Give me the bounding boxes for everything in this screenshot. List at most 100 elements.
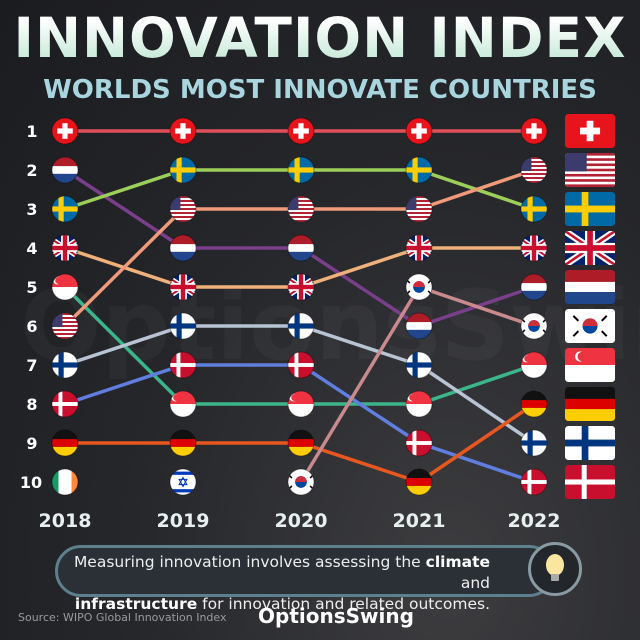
legend-flag-germany <box>565 387 616 421</box>
flag-marker-switzerland <box>405 117 433 145</box>
rank-label: 10 <box>20 473 42 492</box>
rank-line-finland <box>63 324 185 367</box>
rank-label: 5 <box>26 278 37 297</box>
flag-marker-germany <box>520 390 548 418</box>
flag-marker-united-states <box>51 312 79 340</box>
year-label: 2019 <box>157 510 210 532</box>
flag-marker-germany <box>405 468 433 496</box>
rank-label: 1 <box>26 122 37 141</box>
year-label: 2022 <box>508 510 561 532</box>
rank-label: 9 <box>26 434 37 453</box>
legend-flag-sweden <box>565 192 616 226</box>
rank-line-germany <box>299 441 421 484</box>
year-label: 2018 <box>39 510 92 532</box>
rank-label: 4 <box>26 239 37 258</box>
flag-marker-netherlands <box>405 312 433 340</box>
flag-marker-sweden <box>520 195 548 223</box>
rank-line-denmark <box>299 363 421 445</box>
legend-flag-united-kingdom <box>565 231 616 266</box>
flag-marker-singapore <box>405 390 433 418</box>
flag-marker-finland <box>287 312 315 340</box>
brand-logo: OptionsSwing <box>258 604 414 628</box>
flag-marker-singapore <box>287 390 315 418</box>
flag-marker-south-korea <box>405 273 433 301</box>
caption-text-3: for innovation and related outcomes. <box>197 595 490 613</box>
flag-marker-united-states <box>287 195 315 223</box>
source-note: Source: WIPO Global Innovation Index <box>18 611 227 624</box>
rank-line-sweden <box>63 168 185 211</box>
legend-flag-finland <box>565 426 616 460</box>
flag-marker-finland <box>169 312 197 340</box>
flag-marker-israel <box>169 468 197 496</box>
flag-marker-germany <box>51 429 79 457</box>
flag-marker-finland <box>520 429 548 457</box>
flag-marker-switzerland <box>169 117 197 145</box>
flag-marker-united-states <box>169 195 197 223</box>
flag-marker-denmark <box>169 351 197 379</box>
flag-marker-denmark <box>51 390 79 418</box>
flag-marker-united-kingdom <box>51 234 79 262</box>
rank-line-finland <box>417 363 536 445</box>
flag-marker-netherlands <box>287 234 315 262</box>
rank-line-singapore <box>417 363 536 406</box>
legend-flag-denmark <box>565 465 616 499</box>
flag-marker-south-korea <box>520 312 548 340</box>
rank-line-south-korea <box>417 285 536 328</box>
legend-flag-singapore <box>565 348 616 382</box>
caption-text-1: Measuring innovation involves assessing … <box>73 553 426 571</box>
legend-flag-united-states <box>565 153 616 187</box>
rank-line-netherlands <box>63 168 185 250</box>
rank-label: 7 <box>26 356 37 375</box>
flag-marker-germany <box>287 429 315 457</box>
flag-marker-sweden <box>405 156 433 184</box>
flag-marker-netherlands <box>169 234 197 262</box>
year-label: 2020 <box>275 510 328 532</box>
rank-line-united-kingdom <box>299 246 421 289</box>
rank-line-denmark <box>63 363 185 406</box>
legend-flag-south-korea <box>565 309 616 343</box>
flag-marker-sweden <box>287 156 315 184</box>
year-label: 2021 <box>393 510 446 532</box>
flag-marker-finland <box>51 351 79 379</box>
flag-marker-ireland <box>51 468 79 496</box>
page-subtitle: WORLDS MOST INNOVATE COUNTRIES <box>43 75 597 105</box>
flag-marker-singapore <box>51 273 79 301</box>
caption-bold-climate: climate <box>425 553 490 571</box>
rank-label: 2 <box>26 161 37 180</box>
rank-label: 6 <box>26 317 37 336</box>
flag-marker-switzerland <box>51 117 79 145</box>
rank-line-netherlands <box>299 246 421 328</box>
caption-bold-infrastructure: infrastructure <box>74 595 198 613</box>
bump-chart: 1 2 3 4 5 6 7 8 9 10 2018 2019 2020 2021 2022 <box>20 114 616 532</box>
flag-marker-denmark <box>287 351 315 379</box>
rank-line-finland <box>299 324 421 367</box>
flag-marker-united-states <box>405 195 433 223</box>
rank-line-south-korea <box>299 285 421 484</box>
flag-marker-singapore <box>520 351 548 379</box>
flag-marker-sweden <box>51 195 79 223</box>
flag-marker-germany <box>169 429 197 457</box>
rank-label: 3 <box>26 200 37 219</box>
lightbulb-icon <box>528 542 582 596</box>
rank-line-united-states <box>63 207 185 328</box>
flag-marker-denmark <box>405 429 433 457</box>
caption-box: Measuring innovation involves assessing … <box>55 545 555 613</box>
rank-line-united-states <box>417 168 536 211</box>
flag-marker-united-states <box>520 156 548 184</box>
flag-marker-switzerland <box>287 117 315 145</box>
flag-marker-netherlands <box>51 156 79 184</box>
flag-marker-denmark <box>520 468 548 496</box>
caption-text-2: and <box>460 574 490 592</box>
page-title: INNOVATION INDEX <box>0 6 640 70</box>
rank-line-germany <box>417 402 536 484</box>
rank-label: 8 <box>26 395 37 414</box>
flag-marker-switzerland <box>520 117 548 145</box>
flag-marker-netherlands <box>520 273 548 301</box>
legend-flag-switzerland <box>565 114 616 148</box>
flag-marker-sweden <box>169 156 197 184</box>
flag-marker-south-korea <box>287 468 315 496</box>
flag-marker-finland <box>405 351 433 379</box>
legend-flag-netherlands <box>565 270 616 304</box>
rank-line-denmark <box>417 441 536 484</box>
flag-marker-singapore <box>169 390 197 418</box>
